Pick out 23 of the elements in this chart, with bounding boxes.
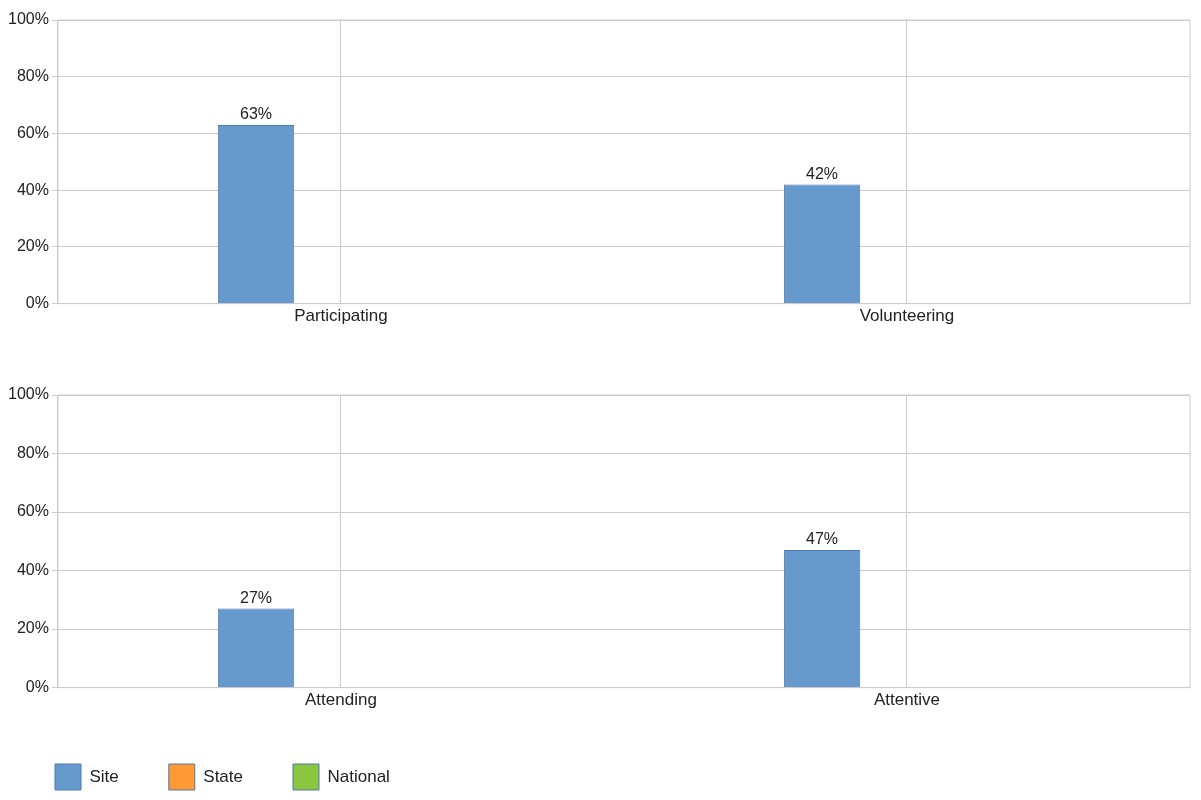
legend-label: Site (89, 766, 119, 786)
data-label: 27% (240, 589, 273, 606)
y-tick-label: 80% (16, 443, 49, 461)
x-tick-label: Attending (305, 690, 377, 710)
y-tick-label: 0% (25, 294, 49, 312)
y-tick-label: 40% (16, 180, 49, 198)
legend-label: National (327, 766, 390, 786)
y-tick-label: 60% (16, 502, 49, 520)
y-tick-label: 80% (16, 67, 49, 85)
x-tick-label: Participating (294, 306, 388, 326)
y-tick-label: 60% (16, 123, 49, 141)
data-label: 42% (806, 164, 839, 182)
x-tick-label: Attentive (873, 690, 941, 710)
legend-label: State (203, 766, 243, 786)
data-label: 63% (240, 105, 273, 123)
y-tick-label: 20% (16, 237, 49, 255)
x-tick-label: Volunteering (859, 306, 955, 326)
y-tick-label: 20% (16, 619, 49, 637)
y-tick-label: 100% (8, 10, 49, 28)
y-tick-label: 100% (8, 385, 49, 403)
data-label: 47% (806, 530, 839, 548)
y-tick-label: 40% (16, 560, 49, 578)
y-tick-label: 0% (25, 678, 49, 696)
